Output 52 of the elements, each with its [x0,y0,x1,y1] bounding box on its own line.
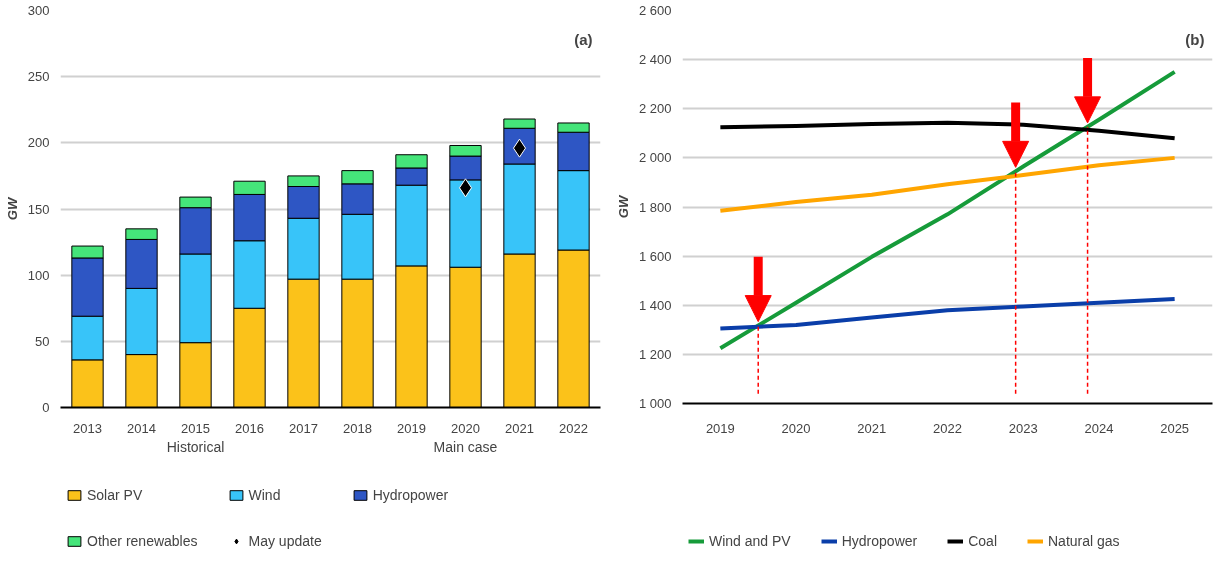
x-tick-label: 2022 [559,420,588,436]
y-tick-label: 1 800 [638,199,672,215]
y-tick-label: 2 600 [638,3,672,18]
line-series [718,155,1177,213]
y-tick-label: 2 000 [638,150,672,166]
legend-label: Wind and PV [709,533,791,549]
line-series [718,120,1177,141]
y-tick-label: 200 [27,135,50,151]
y-tick-label: 250 [27,69,50,85]
x-tick-label: 2020 [451,420,480,436]
annotation: (b) [1185,30,1205,48]
legend-label: Hydropower [372,487,449,503]
legend-label: Natural gas [1048,533,1120,549]
legend-label: Other renewables [87,533,198,549]
y-axis-title: GW [615,194,631,219]
x-tick-label: 2014 [127,420,156,436]
y-tick-label: 1 600 [638,248,672,264]
x-tick-label: 2013 [73,420,102,436]
y-tick-label: 0 [42,400,50,415]
x-tick-label: 2017 [289,420,318,436]
y-tick-label: 2 200 [638,101,672,117]
y-tick-label: 100 [27,267,50,283]
y-tick-label: 50 [35,333,50,349]
y-tick-label: 2 400 [638,52,672,68]
annotation: (a) [574,30,593,48]
line-series [718,297,1177,331]
legend-label: Hydropower [841,533,918,549]
y-axis-title: GW [4,196,20,221]
legend-label: Coal [968,533,997,549]
x-tick-label: 2018 [343,420,372,436]
x-tick-label: 2021 [857,420,887,436]
x-tick-label: 2020 [781,420,811,436]
x-tick-label: 2019 [397,420,426,436]
x-tick-label: 2022 [933,420,962,436]
y-tick-label: 150 [27,201,50,217]
y-tick-label: 300 [27,3,50,18]
x-tick-label: 2024 [1084,420,1114,436]
legend-label: Wind [248,487,281,503]
legend-label: May update [248,533,322,549]
line-series [718,69,1177,351]
y-tick-label: 1 200 [638,346,672,362]
x-tick-label: 2025 [1160,420,1190,436]
legend-label: Solar PV [87,487,143,503]
y-tick-label: 1 000 [638,396,672,411]
x-tick-label: 2016 [235,420,264,436]
text: Main case [433,439,498,456]
x-tick-label: 2019 [705,420,735,436]
text: Historical [166,439,225,456]
y-tick-label: 1 400 [638,297,672,313]
x-tick-label: 2023 [1008,420,1038,436]
x-tick-label: 2021 [505,420,534,436]
x-tick-label: 2015 [181,420,210,436]
